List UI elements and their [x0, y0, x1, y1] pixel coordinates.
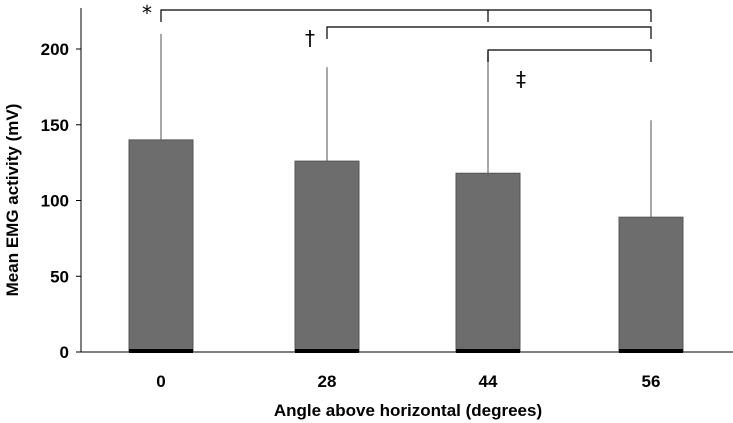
significance-symbol-1: * [142, 1, 152, 25]
bar-base-0 [129, 349, 193, 353]
y-tick-label-200: 200 [41, 40, 69, 59]
x-tick-label-44: 44 [479, 372, 498, 391]
significance-bracket-3 [487, 49, 652, 62]
bar-44 [455, 172, 521, 353]
bar-56 [618, 216, 684, 353]
y-axis-title: Mean EMG activity (mV) [3, 104, 22, 297]
x-tick-label-28: 28 [318, 372, 337, 391]
significance-symbol-2: † [305, 26, 315, 50]
bar-base-44 [456, 349, 520, 353]
y-tick-label-100: 100 [41, 192, 69, 211]
bar-0 [128, 139, 194, 353]
bar-base-56 [619, 349, 683, 353]
significance-bracket-2 [326, 26, 652, 39]
y-tick-label-0: 0 [60, 343, 69, 362]
x-axis-title: Angle above horizontal (degrees) [274, 401, 542, 420]
significance-bracket-1 [160, 9, 652, 22]
bar-28 [294, 160, 360, 353]
y-tick-label-150: 150 [41, 116, 69, 135]
bar-base-28 [295, 349, 359, 353]
x-tick-label-0: 0 [156, 372, 165, 391]
plot-area: 0 50 100 150 200 0 28 44 56 * † ‡ [41, 1, 733, 391]
y-tick-label-50: 50 [50, 267, 69, 286]
x-tick-label-56: 56 [642, 372, 661, 391]
significance-symbol-3: ‡ [516, 67, 526, 91]
